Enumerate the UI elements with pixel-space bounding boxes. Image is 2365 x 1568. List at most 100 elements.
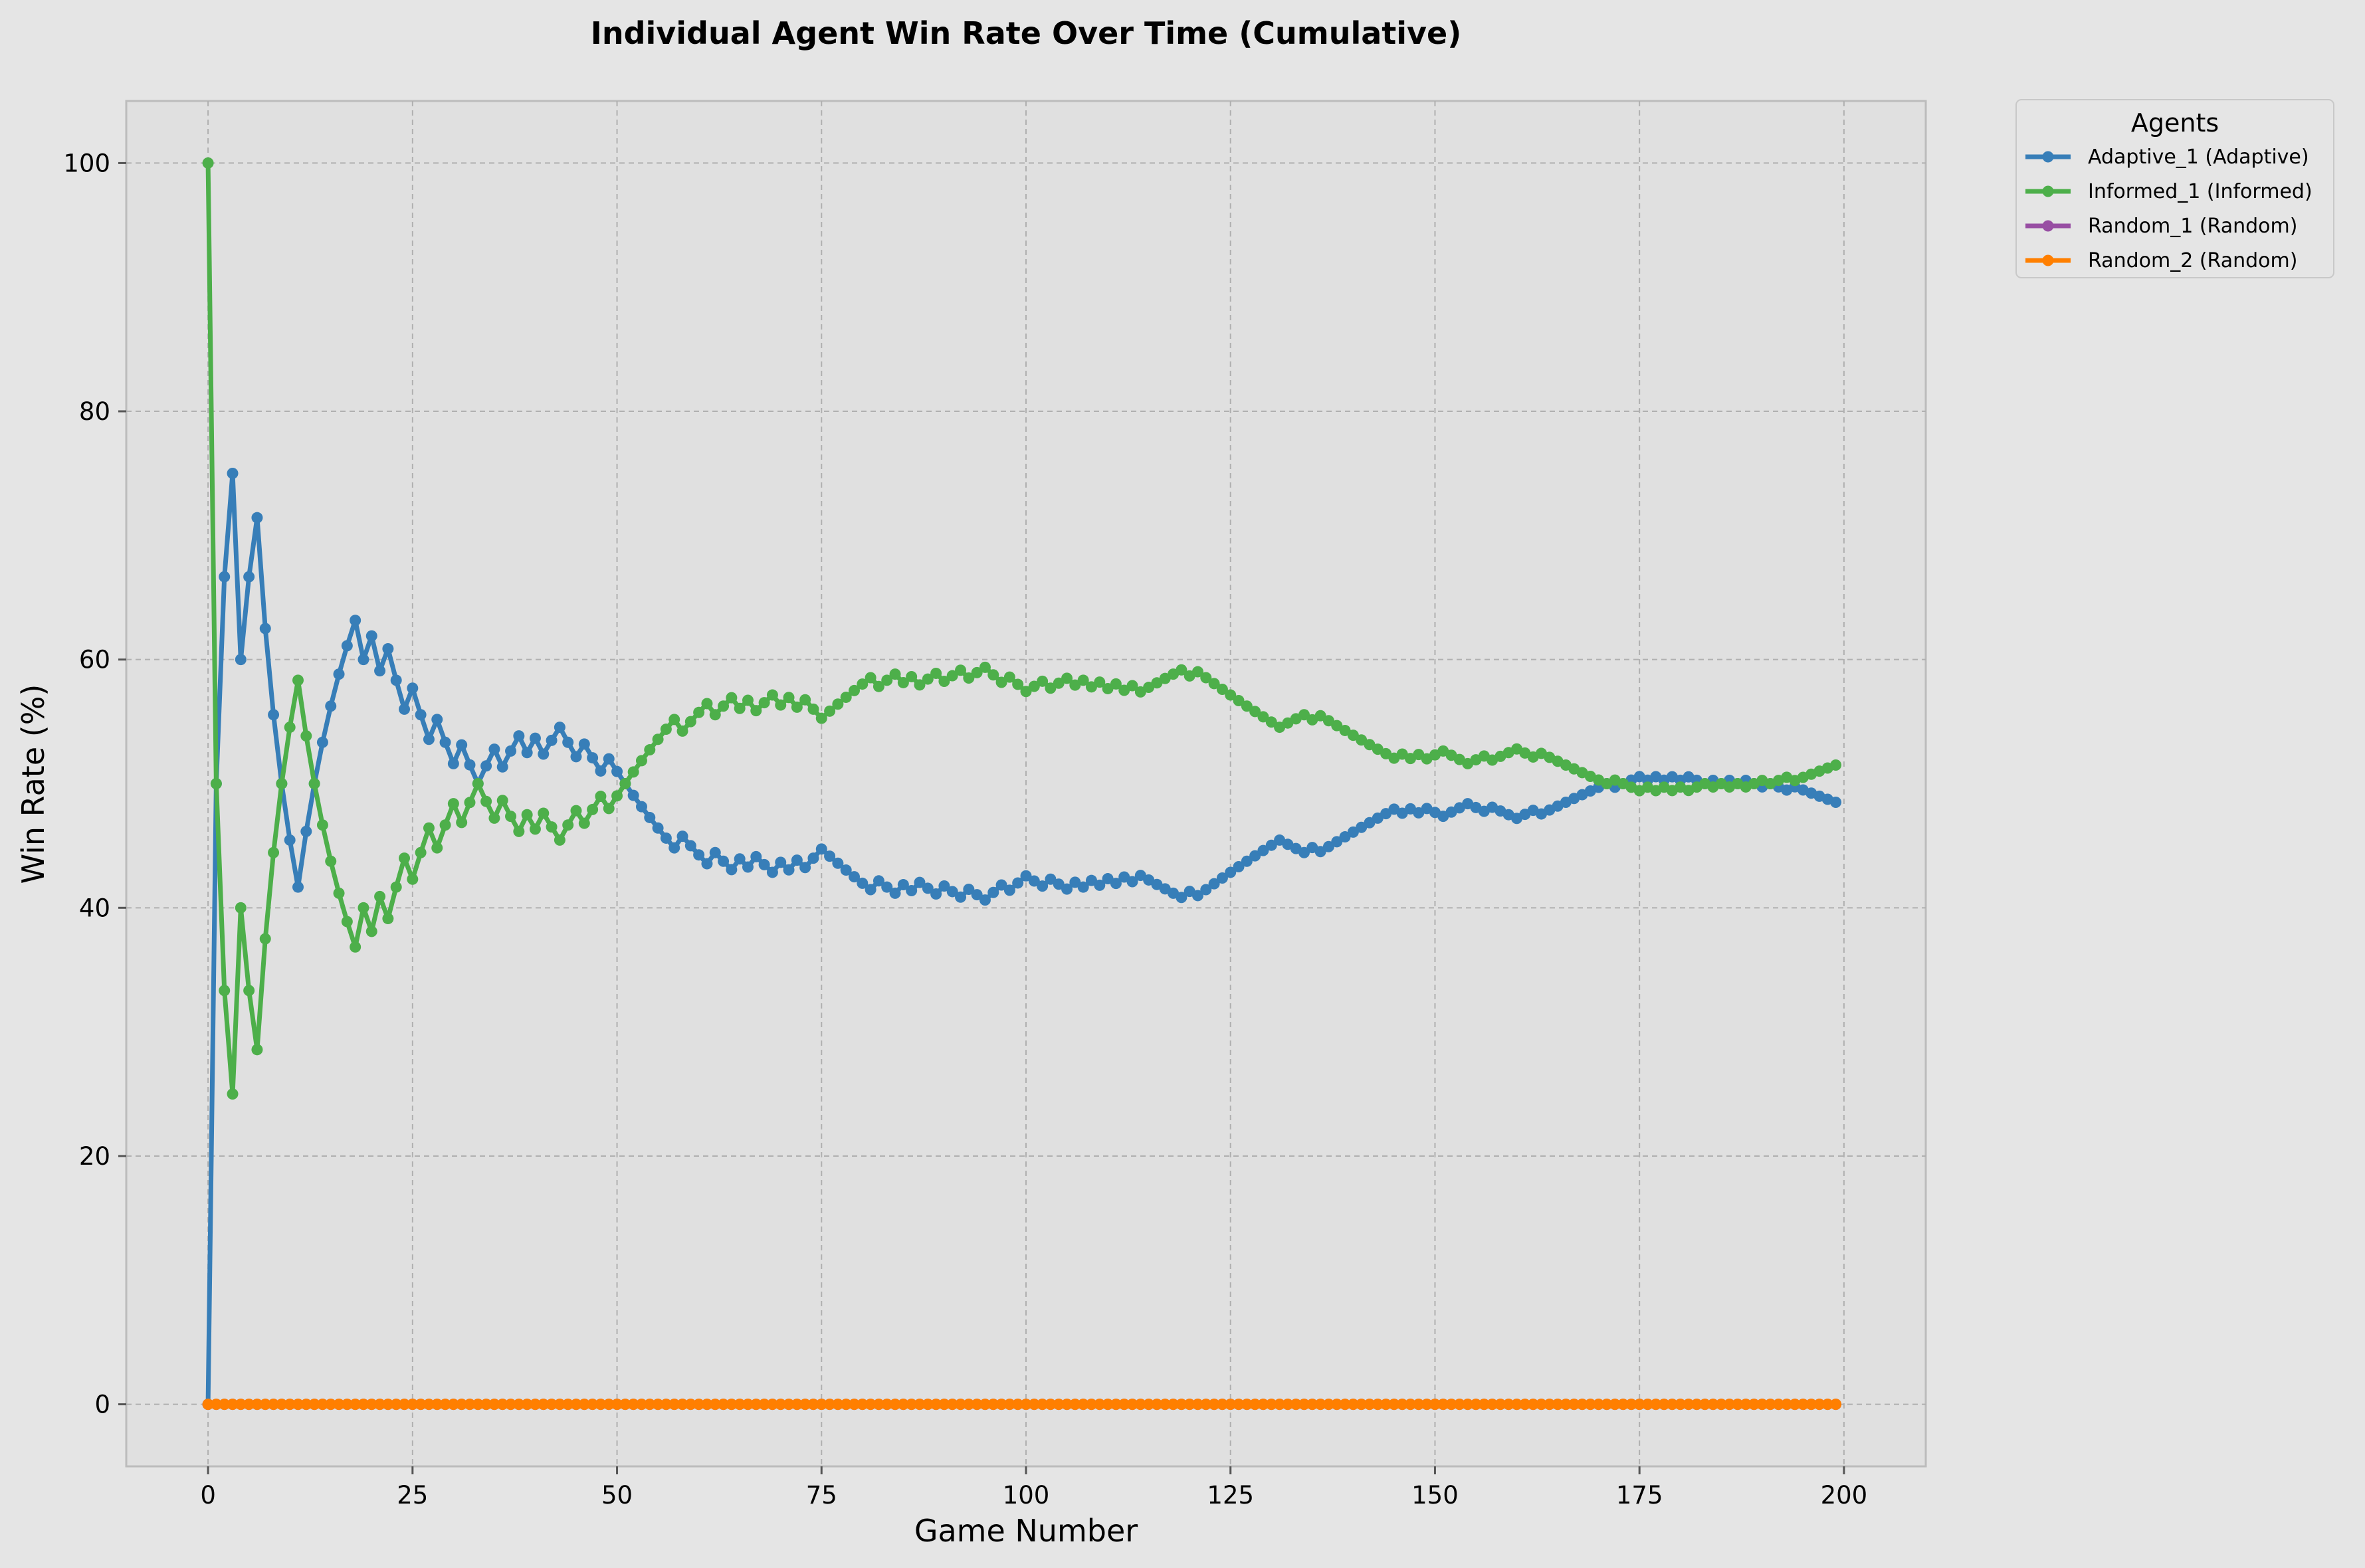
data-point-random-2 xyxy=(316,1399,328,1411)
data-point-informed-1 xyxy=(1126,680,1138,692)
data-point-random-2 xyxy=(889,1399,901,1411)
data-point-adaptive-1 xyxy=(840,864,852,876)
data-point-random-2 xyxy=(1724,1399,1736,1411)
x-tick-label: 50 xyxy=(601,1481,633,1510)
data-point-informed-1 xyxy=(914,679,926,691)
data-point-random-2 xyxy=(529,1399,541,1411)
data-point-random-2 xyxy=(1527,1399,1539,1411)
data-point-informed-1 xyxy=(456,817,468,829)
data-point-informed-1 xyxy=(496,795,508,807)
data-point-random-2 xyxy=(1225,1399,1237,1411)
data-point-random-2 xyxy=(1191,1399,1203,1411)
data-point-random-2 xyxy=(554,1399,566,1411)
data-point-random-2 xyxy=(971,1399,983,1411)
data-point-adaptive-1 xyxy=(595,765,607,777)
data-point-informed-1 xyxy=(505,811,517,823)
data-point-informed-1 xyxy=(284,722,296,734)
data-point-random-2 xyxy=(726,1399,738,1411)
data-point-informed-1 xyxy=(1045,682,1057,694)
data-point-random-2 xyxy=(1102,1399,1114,1411)
data-point-adaptive-1 xyxy=(758,858,770,870)
data-point-informed-1 xyxy=(1102,682,1114,694)
data-point-informed-1 xyxy=(635,755,647,767)
data-point-informed-1 xyxy=(987,669,999,681)
data-point-informed-1 xyxy=(840,691,852,703)
data-point-adaptive-1 xyxy=(1200,884,1212,896)
data-point-adaptive-1 xyxy=(799,862,811,874)
data-point-random-2 xyxy=(578,1399,590,1411)
data-point-informed-1 xyxy=(447,798,459,810)
data-point-informed-1 xyxy=(1020,686,1032,698)
data-point-random-2 xyxy=(1216,1399,1228,1411)
data-point-random-2 xyxy=(292,1399,304,1411)
data-point-informed-1 xyxy=(546,821,558,833)
data-point-informed-1 xyxy=(1037,675,1049,687)
legend-swatch-marker xyxy=(2042,220,2054,232)
data-point-informed-1 xyxy=(1241,700,1253,712)
data-point-adaptive-1 xyxy=(480,760,492,772)
data-point-random-2 xyxy=(1020,1399,1032,1411)
data-point-random-2 xyxy=(562,1399,574,1411)
data-point-informed-1 xyxy=(1314,710,1326,722)
data-point-random-2 xyxy=(1772,1399,1784,1411)
data-point-random-2 xyxy=(897,1399,909,1411)
data-point-random-2 xyxy=(431,1399,443,1411)
data-point-adaptive-1 xyxy=(1339,831,1351,843)
data-point-random-2 xyxy=(1544,1399,1556,1411)
data-point-adaptive-1 xyxy=(783,864,795,876)
data-point-adaptive-1 xyxy=(906,885,918,897)
data-point-random-2 xyxy=(922,1399,934,1411)
data-point-adaptive-1 xyxy=(235,654,247,666)
data-point-informed-1 xyxy=(684,716,696,728)
data-point-adaptive-1 xyxy=(439,736,451,748)
data-point-random-2 xyxy=(538,1399,550,1411)
data-point-informed-1 xyxy=(382,913,394,925)
data-point-random-2 xyxy=(365,1399,377,1411)
data-point-informed-1 xyxy=(423,822,435,834)
data-point-random-2 xyxy=(1151,1399,1163,1411)
data-point-informed-1 xyxy=(251,1044,263,1056)
data-point-adaptive-1 xyxy=(374,665,386,677)
data-point-random-2 xyxy=(1159,1399,1171,1411)
data-point-adaptive-1 xyxy=(1241,855,1253,867)
data-point-adaptive-1 xyxy=(513,730,525,742)
data-point-adaptive-1 xyxy=(676,831,688,842)
data-point-adaptive-1 xyxy=(1356,821,1368,833)
data-point-adaptive-1 xyxy=(456,739,468,751)
data-point-random-2 xyxy=(1502,1399,1514,1411)
data-point-random-2 xyxy=(1625,1399,1637,1411)
data-point-adaptive-1 xyxy=(300,825,312,837)
data-point-random-2 xyxy=(1306,1399,1318,1411)
data-point-adaptive-1 xyxy=(627,789,639,801)
data-point-random-2 xyxy=(1388,1399,1400,1411)
data-point-adaptive-1 xyxy=(611,765,623,777)
data-point-adaptive-1 xyxy=(407,682,419,694)
data-point-adaptive-1 xyxy=(684,840,696,852)
data-point-informed-1 xyxy=(1061,672,1073,684)
data-point-adaptive-1 xyxy=(1110,878,1122,890)
data-point-informed-1 xyxy=(693,706,705,718)
data-point-adaptive-1 xyxy=(431,714,443,726)
data-point-random-2 xyxy=(496,1399,508,1411)
data-point-random-2 xyxy=(1830,1399,1842,1411)
data-point-random-2 xyxy=(1331,1399,1343,1411)
data-point-informed-1 xyxy=(243,985,255,997)
data-point-adaptive-1 xyxy=(578,738,590,750)
data-point-informed-1 xyxy=(963,672,975,684)
data-point-informed-1 xyxy=(734,702,746,714)
data-point-random-2 xyxy=(1290,1399,1302,1411)
data-point-adaptive-1 xyxy=(316,736,328,748)
data-point-random-2 xyxy=(415,1399,427,1411)
data-point-informed-1 xyxy=(1356,734,1368,746)
data-point-informed-1 xyxy=(1085,681,1097,693)
data-point-random-2 xyxy=(1339,1399,1351,1411)
data-point-random-2 xyxy=(1045,1399,1057,1411)
data-point-informed-1 xyxy=(513,825,525,837)
data-point-adaptive-1 xyxy=(1020,870,1032,882)
data-point-adaptive-1 xyxy=(382,642,394,654)
data-point-random-2 xyxy=(955,1399,967,1411)
data-point-random-2 xyxy=(1633,1399,1645,1411)
data-point-informed-1 xyxy=(815,712,827,724)
data-point-random-2 xyxy=(1274,1399,1286,1411)
data-point-random-2 xyxy=(857,1399,869,1411)
